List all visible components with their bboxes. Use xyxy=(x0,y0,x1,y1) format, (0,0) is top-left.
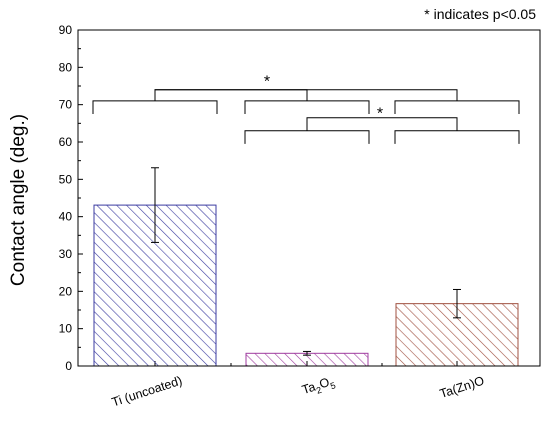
y-tick-label: 10 xyxy=(59,322,73,336)
x-tick-label: Ta2O5 xyxy=(300,374,337,400)
y-tick-label: 50 xyxy=(59,172,73,186)
y-tick-label: 20 xyxy=(59,284,73,298)
y-tick-label: 70 xyxy=(59,98,73,112)
significance-arm xyxy=(244,130,370,144)
x-tick-label: Ti (uncoated) xyxy=(110,374,184,410)
label-part: Ta xyxy=(300,380,317,397)
y-tick-label: 80 xyxy=(59,60,73,74)
y-tick-label: 0 xyxy=(65,359,72,373)
significance-bracket xyxy=(306,117,458,131)
significance-arm xyxy=(244,100,370,114)
significance-note: * indicates p<0.05 xyxy=(424,6,536,22)
plot-frame xyxy=(77,29,541,367)
significance-arm xyxy=(92,100,218,114)
significance-bracket xyxy=(154,89,458,101)
significance-arm xyxy=(394,130,520,144)
significance-arm xyxy=(394,100,520,114)
significance-bracket xyxy=(154,89,308,101)
significance-star: * xyxy=(264,74,270,91)
significance-star: * xyxy=(377,105,383,122)
y-tick-label: 40 xyxy=(59,210,73,224)
y-tick-label: 90 xyxy=(59,23,73,37)
y-tick-label: 60 xyxy=(59,135,73,149)
y-tick-label: 30 xyxy=(59,247,73,261)
subscript: 5 xyxy=(329,380,337,391)
x-tick-label: Ta(Zn)O xyxy=(438,373,486,401)
label-part: O xyxy=(318,375,332,391)
subscript: 2 xyxy=(315,385,323,396)
y-axis-label: Contact angle (deg.) xyxy=(8,114,29,286)
